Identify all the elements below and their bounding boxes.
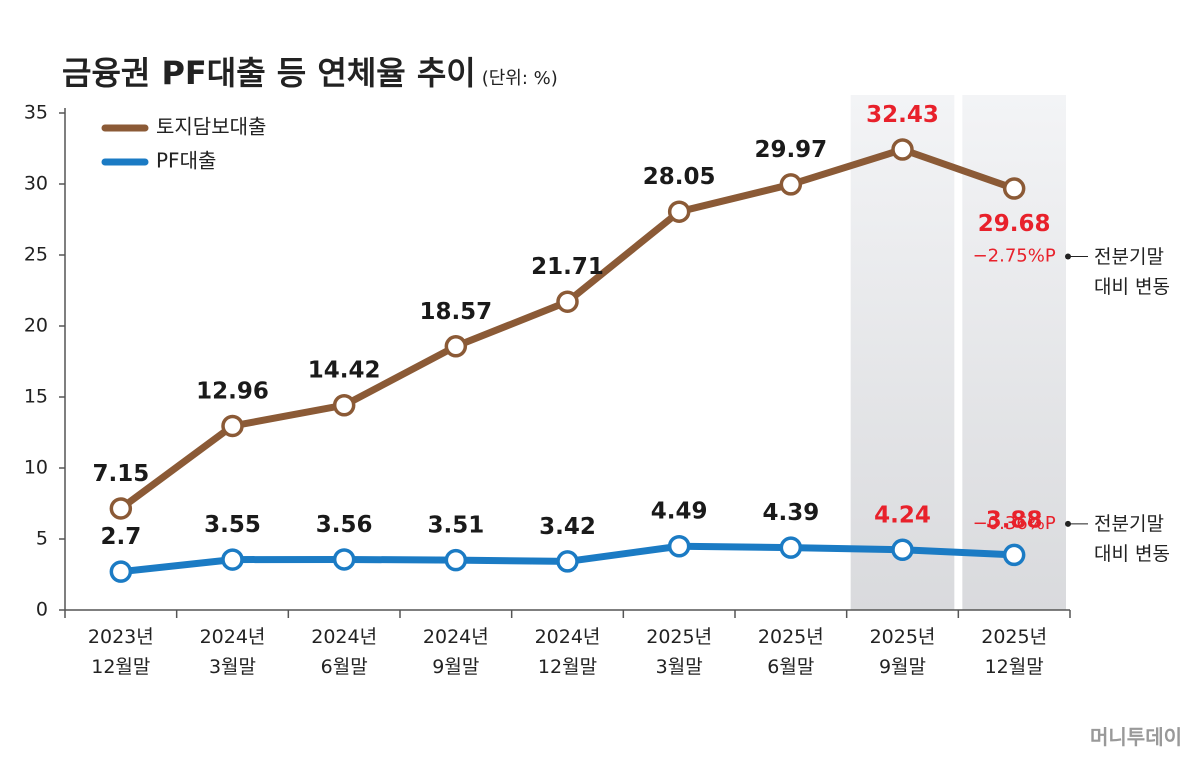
data-point xyxy=(109,560,133,583)
data-label: 14.42 xyxy=(308,358,381,384)
unit: (단위: %) xyxy=(481,68,558,89)
data-label: 18.57 xyxy=(419,299,492,325)
title-block: 금융권 PF대출 등 연체율 추이 (단위: %) xyxy=(62,48,558,94)
data-label: 3.55 xyxy=(204,512,261,538)
data-label: 21.71 xyxy=(531,254,604,280)
annotation: −0.36%P xyxy=(973,513,1056,534)
highlight-band xyxy=(850,95,955,610)
y-tick-label: 10 xyxy=(24,457,48,479)
data-label: 3.56 xyxy=(316,512,373,538)
x-tick-label: 2024년 12월말 xyxy=(534,626,601,678)
legend-label: 토지담보대출 xyxy=(156,115,266,139)
data-point xyxy=(444,335,468,358)
annotation-note: 전분기말 대비 변동 xyxy=(1094,512,1170,565)
y-tick-label: 15 xyxy=(24,386,48,408)
data-label: 28.05 xyxy=(643,164,716,190)
data-label: 29.68 xyxy=(978,211,1051,237)
data-label: 4.49 xyxy=(651,499,708,525)
data-point xyxy=(332,548,356,571)
y-tick-label: 5 xyxy=(36,528,48,550)
data-label: 32.43 xyxy=(866,102,939,128)
data-point xyxy=(444,548,468,572)
chart-title: 금융권 PF대출 등 연체율 추이 xyxy=(62,54,476,92)
data-point xyxy=(779,536,803,559)
data-label: 3.88 xyxy=(986,507,1043,533)
data-point xyxy=(556,550,579,573)
y-tick-label: 0 xyxy=(36,599,48,621)
legend-label: PF대출 xyxy=(156,149,216,173)
source: 머니투데이 xyxy=(1090,725,1182,749)
x-tick-label: 2024년 6월말 xyxy=(311,626,378,678)
data-label: 2.7 xyxy=(100,524,141,550)
data-point xyxy=(109,497,133,520)
x-tick-label: 2025년 12월말 xyxy=(981,626,1048,678)
x-tick-label: 2025년 9월말 xyxy=(869,626,936,678)
data-label: 3.42 xyxy=(539,514,596,540)
annotation: −2.75%P xyxy=(973,246,1056,267)
y-tick-label: 30 xyxy=(24,173,48,195)
x-tick-label: 2025년 6월말 xyxy=(757,626,824,678)
data-label: 4.39 xyxy=(762,500,819,526)
data-point xyxy=(221,548,244,571)
data-point xyxy=(779,173,803,196)
data-point xyxy=(667,534,691,558)
data-point xyxy=(1002,543,1026,567)
x-tick-label: 2023년 12월말 xyxy=(87,626,154,678)
data-label: 7.15 xyxy=(92,461,149,487)
annotation-note: 전분기말 대비 변동 xyxy=(1094,245,1170,298)
data-point xyxy=(891,538,914,562)
data-point xyxy=(667,200,691,223)
y-tick-label: 25 xyxy=(24,244,48,266)
data-point xyxy=(221,414,244,438)
x-tick-label: 2024년 3월말 xyxy=(199,626,266,678)
x-tick-label: 2024년 9월말 xyxy=(422,626,489,678)
data-point xyxy=(332,393,356,417)
data-label: 4.24 xyxy=(874,502,931,528)
data-point xyxy=(1002,177,1026,200)
data-label: 3.51 xyxy=(427,513,484,539)
data-label: 29.97 xyxy=(754,137,827,163)
data-point xyxy=(891,138,914,161)
data-label: 12.96 xyxy=(196,378,269,404)
x-tick-label: 2025년 3월말 xyxy=(646,626,713,678)
y-tick-label: 35 xyxy=(24,102,48,124)
y-tick-label: 20 xyxy=(24,315,48,337)
data-point xyxy=(556,290,579,313)
